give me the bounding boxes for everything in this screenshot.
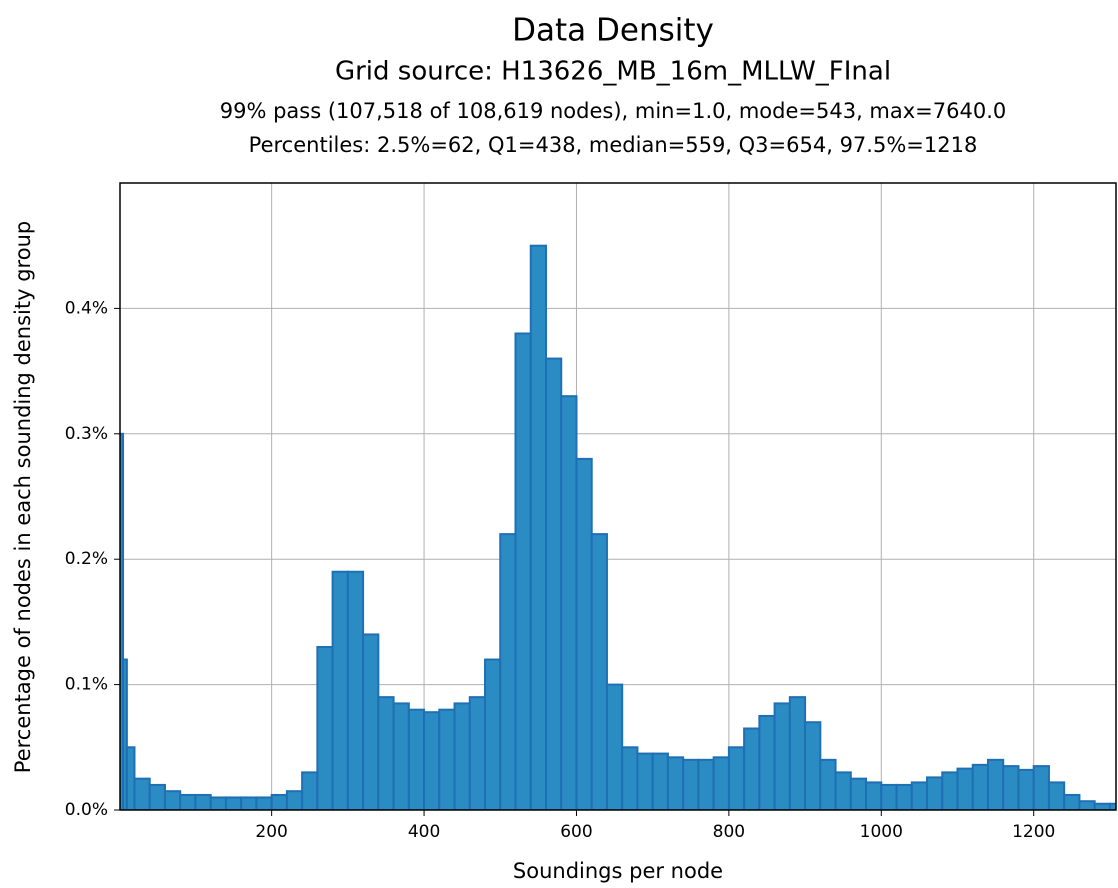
bar bbox=[880, 783, 898, 810]
bar bbox=[346, 570, 365, 810]
bar bbox=[865, 781, 883, 810]
bar bbox=[1108, 802, 1116, 810]
bar bbox=[1002, 765, 1020, 810]
bar bbox=[621, 746, 639, 810]
bar bbox=[148, 783, 166, 810]
y-tick-label: 0.0% bbox=[65, 800, 108, 820]
bar bbox=[941, 771, 959, 810]
bar bbox=[956, 767, 974, 810]
bar bbox=[605, 683, 624, 810]
x-axis-label: Soundings per node bbox=[513, 859, 723, 883]
y-tick-label: 0.3% bbox=[65, 424, 108, 444]
y-tick-label: 0.2% bbox=[65, 549, 108, 569]
bar bbox=[727, 746, 746, 810]
bar bbox=[986, 758, 1005, 810]
bar bbox=[514, 332, 532, 810]
bar bbox=[438, 708, 456, 810]
bar bbox=[560, 395, 578, 810]
annotation: 99% pass (107,518 of 108,619 nodes), min… bbox=[220, 99, 1007, 123]
bar bbox=[1093, 802, 1111, 810]
bar bbox=[1017, 768, 1035, 810]
bar bbox=[133, 777, 151, 810]
bar bbox=[484, 658, 502, 810]
bar bbox=[285, 790, 304, 810]
bar bbox=[301, 771, 319, 810]
bar bbox=[712, 756, 730, 810]
x-tick-label: 400 bbox=[408, 822, 440, 842]
bar bbox=[255, 796, 273, 810]
y-tick-label: 0.1% bbox=[65, 675, 108, 695]
bar bbox=[468, 696, 487, 810]
bar bbox=[1078, 800, 1096, 810]
bar bbox=[1063, 793, 1081, 810]
bar bbox=[125, 746, 136, 810]
bar bbox=[362, 633, 380, 810]
annotation: Percentiles: 2.5%=62, Q1=438, median=559… bbox=[249, 133, 978, 157]
bar bbox=[773, 702, 791, 810]
bar bbox=[575, 457, 593, 810]
bar bbox=[971, 763, 989, 810]
bar bbox=[910, 781, 929, 810]
bar bbox=[849, 777, 868, 810]
bars bbox=[120, 244, 1116, 810]
x-tick-label: 800 bbox=[713, 822, 745, 842]
y-axis-label: Percentage of nodes in each sounding den… bbox=[11, 221, 35, 773]
bar bbox=[666, 756, 685, 810]
bar bbox=[788, 696, 807, 810]
x-tick-label: 1000 bbox=[860, 822, 903, 842]
bar bbox=[926, 776, 944, 810]
bar bbox=[407, 708, 426, 810]
bar bbox=[179, 793, 197, 810]
grid bbox=[120, 183, 1116, 811]
bar bbox=[331, 570, 349, 810]
bar bbox=[122, 658, 128, 810]
bar bbox=[758, 714, 776, 810]
bar bbox=[194, 793, 212, 810]
bar bbox=[423, 711, 441, 810]
x-tick-label: 600 bbox=[560, 822, 592, 842]
bar bbox=[743, 727, 761, 810]
bar bbox=[240, 796, 258, 810]
bar bbox=[209, 796, 227, 810]
bar bbox=[819, 758, 837, 810]
bar bbox=[529, 244, 547, 810]
bar bbox=[224, 796, 243, 810]
bar bbox=[120, 432, 125, 810]
bar bbox=[316, 645, 334, 810]
bar bbox=[682, 758, 700, 810]
bar bbox=[544, 357, 563, 810]
bar bbox=[1047, 781, 1066, 810]
x-tick-label: 200 bbox=[255, 822, 287, 842]
y-tick-label: 0.4% bbox=[65, 298, 108, 318]
bar bbox=[499, 533, 517, 810]
bar bbox=[377, 696, 395, 810]
bar bbox=[895, 783, 913, 810]
bar bbox=[636, 752, 654, 810]
chart-title: Data Density bbox=[512, 13, 714, 49]
bar bbox=[697, 758, 715, 810]
bar bbox=[834, 771, 852, 810]
bar bbox=[590, 533, 608, 810]
bar bbox=[270, 793, 288, 810]
bar bbox=[163, 790, 182, 810]
chart-subtitle: Grid source: H13626_MB_16m_MLLW_FInal bbox=[335, 57, 891, 87]
bar bbox=[453, 702, 471, 810]
plot-frame bbox=[119, 182, 1117, 811]
x-tick-label: 1200 bbox=[1012, 822, 1055, 842]
bar bbox=[651, 752, 669, 810]
bar bbox=[1032, 765, 1050, 810]
bar bbox=[804, 721, 822, 810]
bar bbox=[392, 702, 410, 810]
